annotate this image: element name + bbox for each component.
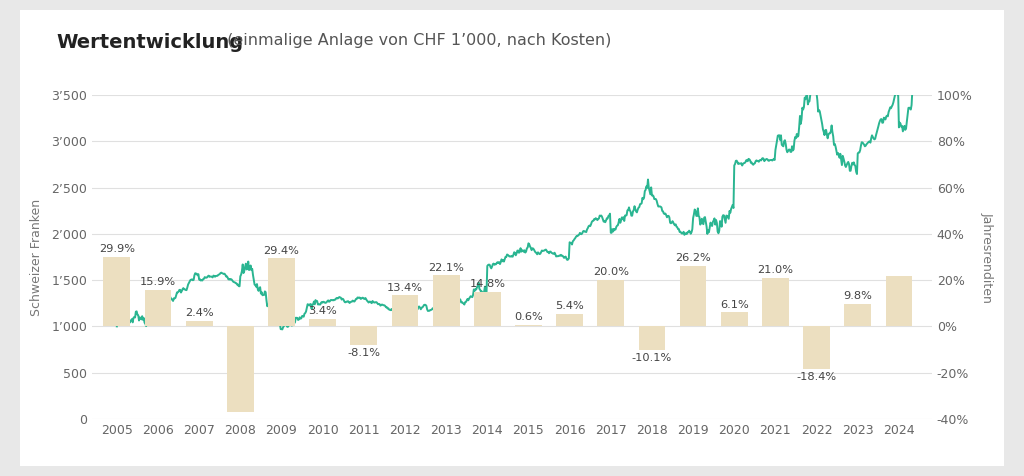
Bar: [103, 257, 130, 327]
Bar: [185, 321, 213, 327]
Bar: [350, 327, 377, 345]
Text: 9.8%: 9.8%: [844, 291, 872, 301]
Text: 26.2%: 26.2%: [675, 253, 711, 263]
Text: 29.9%: 29.9%: [99, 245, 135, 255]
Bar: [268, 258, 295, 327]
Bar: [391, 296, 419, 327]
Bar: [597, 280, 625, 327]
Text: 20.0%: 20.0%: [593, 268, 629, 278]
Text: 14.8%: 14.8%: [469, 279, 505, 289]
Text: 5.4%: 5.4%: [555, 301, 584, 311]
Text: Wertentwicklung: Wertentwicklung: [56, 33, 244, 52]
Text: -10.1%: -10.1%: [632, 353, 672, 363]
Bar: [227, 327, 254, 412]
Text: (einmalige Anlage von CHF 1’000, nach Kosten): (einmalige Anlage von CHF 1’000, nach Ko…: [222, 33, 611, 49]
Text: 15.9%: 15.9%: [140, 277, 176, 287]
Text: 6.1%: 6.1%: [720, 299, 749, 309]
Bar: [474, 292, 501, 327]
Bar: [639, 327, 666, 350]
Bar: [886, 276, 912, 327]
Bar: [721, 312, 748, 327]
Y-axis label: Jahresrenditen: Jahresrenditen: [981, 212, 994, 302]
Bar: [680, 266, 707, 327]
Text: 29.4%: 29.4%: [263, 246, 299, 256]
Text: 22.1%: 22.1%: [428, 263, 464, 273]
Bar: [803, 327, 830, 369]
Text: 2.4%: 2.4%: [185, 308, 213, 318]
Text: 3.4%: 3.4%: [308, 306, 337, 316]
Text: -18.4%: -18.4%: [797, 372, 837, 382]
Text: -8.1%: -8.1%: [347, 348, 380, 358]
Bar: [845, 304, 871, 327]
Text: 21.0%: 21.0%: [758, 265, 794, 275]
Bar: [556, 314, 583, 327]
Text: 13.4%: 13.4%: [387, 283, 423, 293]
Text: 0.6%: 0.6%: [514, 312, 543, 322]
Bar: [762, 278, 788, 327]
Bar: [144, 289, 171, 327]
Y-axis label: Schweizer Franken: Schweizer Franken: [30, 198, 43, 316]
Bar: [433, 275, 460, 327]
Bar: [515, 325, 542, 327]
Bar: [309, 318, 336, 327]
